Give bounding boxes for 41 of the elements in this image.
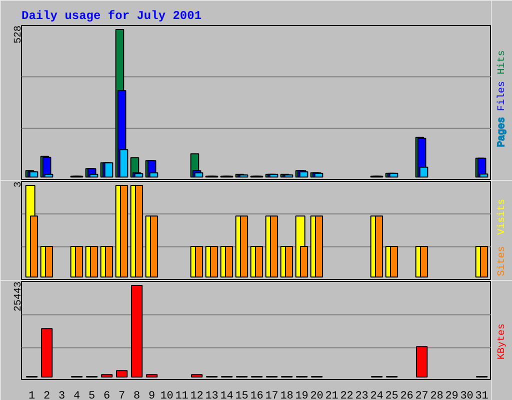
x-tick-label: 22	[340, 390, 354, 400]
x-tick-label: 12	[190, 390, 204, 400]
x-tick-label: 25	[385, 390, 398, 400]
x-tick-label: 14	[220, 390, 234, 400]
x-tick-label: 28	[430, 390, 444, 400]
x-tick-label: 30	[460, 390, 474, 400]
x-tick-label: 2	[44, 390, 50, 400]
annotation: 528	[14, 25, 24, 44]
x-tick-label: 15	[235, 390, 248, 400]
x-tick-label: 21	[325, 390, 339, 400]
x-tick-label: 31	[475, 390, 489, 400]
text: Pages	[497, 117, 508, 148]
x-tick-label: 11	[175, 390, 189, 400]
x-tick-label: 13	[205, 390, 218, 400]
x-tick-label: 27	[415, 390, 428, 400]
x-tick-label: 19	[295, 390, 308, 400]
x-tick-label: 16	[250, 390, 264, 400]
x-tick-label: 5	[88, 390, 96, 400]
x-tick-label: 3	[58, 390, 66, 400]
text: Files	[496, 81, 508, 112]
x-tick-label: 8	[134, 390, 140, 400]
x-tick-label: 9	[148, 390, 156, 400]
x-tick-label: 24	[370, 390, 384, 400]
annotation: 25443	[14, 281, 24, 312]
x-tick-label: 1	[28, 390, 36, 400]
x-tick-label: 17	[265, 390, 278, 400]
x-tick-label: 10	[160, 390, 174, 400]
text: KBytes	[497, 323, 508, 360]
text: Hits	[496, 50, 508, 74]
annotation: 3	[14, 181, 24, 188]
x-tick-label: 18	[280, 390, 294, 400]
x-tick-label: 4	[74, 390, 81, 400]
x-tick-label: 23	[355, 390, 368, 400]
text: Sites	[496, 246, 508, 276]
x-tick-label: 7	[118, 390, 126, 400]
chart-title: Daily usage for July 2001	[22, 9, 202, 23]
text: Visits	[496, 198, 508, 235]
x-tick-label: 29	[445, 390, 458, 400]
x-tick-label: 20	[310, 390, 324, 400]
x-tick-label: 26	[400, 390, 414, 400]
x-tick-label: 6	[104, 390, 110, 400]
